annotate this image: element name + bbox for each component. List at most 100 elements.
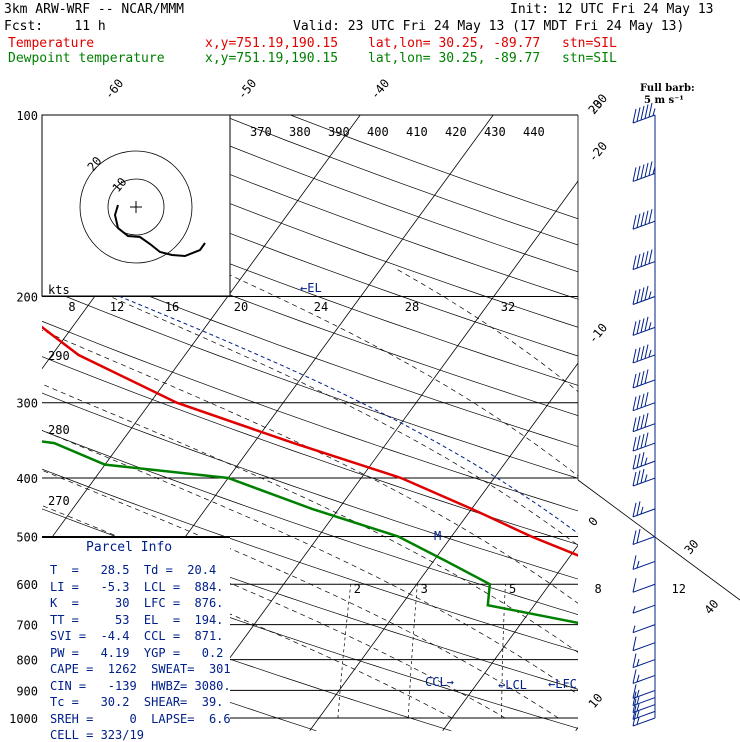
mixing-ratio-line	[408, 584, 417, 718]
theta-label: 440	[523, 125, 545, 139]
wind-barb-flag	[637, 214, 640, 228]
wind-barb-staff	[633, 424, 655, 432]
wind-barb-flag	[633, 654, 636, 668]
theta-label: 270	[48, 494, 70, 508]
wind-barb-flag	[633, 109, 636, 123]
wind-barb-staff	[633, 443, 655, 451]
pressure-tick-label: 600	[16, 578, 38, 592]
mixing-ratio-label: 12	[672, 582, 686, 596]
wind-barb	[633, 578, 655, 592]
isotherm-label: -10	[586, 321, 611, 347]
isotherm-line	[310, 115, 740, 731]
theta-label: 400	[367, 125, 389, 139]
wind-barb-flag	[637, 289, 640, 303]
wind-barb	[633, 433, 655, 452]
isotherm-label: -60	[102, 76, 127, 102]
frame-edge	[578, 480, 740, 600]
wind-barb-staff	[633, 536, 655, 544]
wind-barb-half	[649, 322, 651, 329]
level-marker-label: ←EL	[300, 281, 322, 295]
theta-label: 410	[406, 125, 428, 139]
wind-barb	[633, 286, 655, 305]
theta-label: 420	[445, 125, 467, 139]
wind-barb	[633, 344, 655, 363]
wind-barb-staff	[633, 297, 655, 305]
wind-barb-staff	[633, 584, 655, 592]
wind-barb-flag	[637, 395, 640, 409]
wind-barb-flag	[637, 347, 640, 361]
wind-barb-half	[645, 458, 647, 465]
wind-barb-flag	[637, 454, 640, 468]
wind-barb-flag	[633, 167, 636, 181]
wind-barb-flag	[649, 250, 652, 264]
wind-barb-flag	[649, 161, 652, 175]
wind-barb-staff	[633, 403, 655, 411]
pressure-tick-label: 300	[16, 397, 38, 411]
theta-label: 430	[484, 125, 506, 139]
wind-barb-staff	[633, 605, 655, 613]
wind-barb	[633, 369, 655, 388]
wind-barb-flag	[641, 212, 644, 226]
wind-barb-flag	[641, 106, 644, 120]
wind-barb-flag	[633, 530, 636, 544]
isotherm-line	[443, 115, 740, 731]
wind-barb-flag	[633, 472, 636, 486]
wind-barb-flag	[641, 452, 644, 466]
theta-label: 280	[48, 423, 70, 437]
wind-barb	[633, 413, 655, 432]
wind-barb-flag	[645, 251, 648, 265]
pressure-tick-label: 100	[16, 109, 38, 123]
wind-barb	[633, 392, 655, 411]
wind-barb-half	[653, 109, 655, 116]
level-marker-label: CCL→	[425, 675, 454, 689]
wind-barb-flag	[637, 320, 640, 334]
mixing-ratio-label: 3	[421, 582, 428, 596]
parcel-info-row: T = 28.5 Td = 20.4	[50, 564, 216, 577]
parcel-info-row: SREH = 0 LAPSE= 6.6	[50, 713, 231, 726]
wind-barb-staff	[633, 561, 655, 569]
isotherm-label: 30	[682, 537, 702, 557]
wind-barb-staff	[633, 643, 655, 651]
wind-barb-staff	[633, 718, 655, 726]
wind-barb-half	[649, 350, 651, 357]
wind-barb-staff	[633, 478, 655, 486]
wind-barb-flag	[645, 433, 648, 447]
wind-barb-staff	[633, 625, 655, 633]
wind-barb-flag	[645, 369, 648, 383]
hodograph-scale-label: 28	[405, 300, 419, 314]
wind-barb-flag	[645, 317, 648, 331]
isotherm-label: -50	[235, 76, 260, 102]
wind-barb-flag	[637, 471, 640, 485]
parcel-info-row: SVI = -4.4 CCL = 871.	[50, 630, 223, 643]
parcel-info-row: CELL = 323/19	[50, 729, 144, 742]
wind-barb-flag	[633, 555, 636, 569]
isotherm-line	[576, 115, 740, 731]
wind-barb-flag	[637, 529, 640, 543]
isotherm-label: 10	[586, 691, 606, 711]
wind-barb-staff	[633, 173, 655, 181]
hodograph-scale-label: 16	[165, 300, 179, 314]
parcel-info-row: Tc = 30.2 SHEAR= 39.	[50, 696, 223, 709]
wind-barb	[633, 684, 655, 698]
wind-barb	[633, 209, 655, 229]
wind-barb-flag	[649, 209, 652, 223]
wind-barb-flag	[633, 397, 636, 411]
wind-barb-flag	[637, 372, 640, 386]
wind-barb-flag	[633, 669, 636, 683]
wind-barb-flag	[633, 349, 636, 363]
wind-barb-flag	[637, 436, 640, 450]
wind-barb-staff	[633, 380, 655, 388]
mixing-ratio-label: 5	[509, 582, 516, 596]
pressure-tick-label: 800	[16, 654, 38, 668]
wind-barb-staff	[633, 327, 655, 335]
theta-label: 370	[250, 125, 272, 139]
wind-barb-flag	[645, 413, 648, 427]
wind-barb-flag	[641, 346, 644, 360]
wind-barb	[633, 317, 655, 336]
wind-barb-flag	[641, 253, 644, 267]
wind-barb	[633, 654, 655, 668]
parcel-info-row: CIN = -139 HWBZ= 3080.	[50, 680, 231, 693]
wind-barb-staff	[633, 115, 655, 123]
dry-adiabat-line	[222, 115, 740, 731]
level-marker-label: ←LFC	[548, 677, 577, 691]
